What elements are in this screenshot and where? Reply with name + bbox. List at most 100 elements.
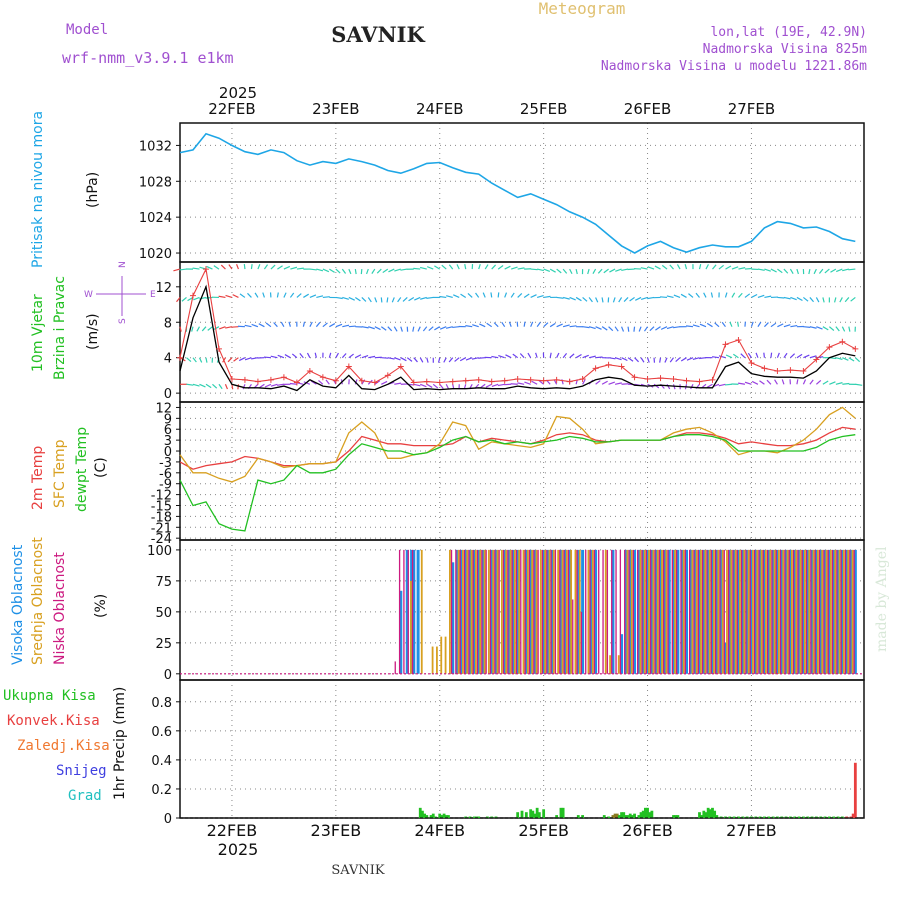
low-cloud-bar	[455, 549, 457, 674]
gust-marker	[566, 378, 573, 385]
wind-barb	[848, 326, 851, 332]
wind-barb	[485, 383, 492, 388]
wind-barb	[270, 264, 276, 270]
wind-barb	[680, 357, 687, 362]
wind-barb	[729, 321, 733, 327]
precip-bar	[490, 816, 494, 818]
precip-bar	[724, 816, 727, 818]
wind-barb	[781, 379, 785, 385]
wind-barb	[595, 356, 603, 359]
wind-barb	[712, 264, 717, 270]
low-cloud-bar	[576, 549, 578, 674]
wind-barb	[467, 293, 473, 298]
high-cloud-bar	[810, 549, 814, 674]
wind-barb	[299, 353, 304, 359]
mid-cloud-bar	[552, 549, 555, 674]
wind-barb	[588, 326, 596, 330]
mid-cloud-bar	[466, 549, 469, 674]
mid-cloud-bar	[769, 549, 772, 674]
gust-marker	[488, 378, 495, 385]
gust-marker	[800, 367, 807, 374]
wind-barb	[380, 297, 383, 303]
high-cloud-bar	[702, 549, 706, 674]
wind-barb	[669, 357, 675, 363]
wind-barb	[504, 265, 511, 270]
wind-barb	[394, 268, 401, 272]
mid-cloud-bar	[700, 549, 702, 674]
low-cloud-bar	[797, 549, 799, 674]
wind-barb	[796, 296, 803, 302]
wind-barb	[220, 264, 226, 270]
low-cloud-bar	[853, 549, 855, 674]
wind-barb	[406, 357, 413, 362]
wind-barb	[441, 264, 447, 270]
wind-barb	[640, 296, 648, 301]
mid-cloud-bar	[539, 549, 542, 674]
wind-barb	[601, 297, 604, 303]
wind-barb	[751, 380, 759, 385]
wind-barb	[419, 357, 424, 363]
wind-barb	[432, 383, 439, 389]
wind-barb	[816, 326, 823, 330]
precip-bar	[754, 816, 758, 818]
wind-barb	[643, 326, 649, 332]
wind-barb	[766, 379, 772, 385]
wind-barb	[844, 297, 850, 303]
wind-barb	[478, 357, 486, 359]
cloud-unit: (%)	[93, 594, 109, 618]
low-cloud-bar	[641, 549, 643, 674]
wind-barb	[808, 268, 811, 275]
wind-barb	[388, 268, 395, 273]
wind-barb	[486, 322, 493, 328]
mid-cloud-bar	[752, 549, 754, 674]
wind-barb	[718, 383, 726, 387]
mid-cloud-bar	[496, 549, 499, 674]
mid-cloud-bar	[812, 549, 815, 674]
wind-barb	[517, 267, 525, 270]
wind-barb	[354, 296, 361, 302]
wind-barb	[737, 321, 740, 327]
wind-barb	[660, 326, 668, 330]
precip-bar	[626, 815, 630, 818]
compass-w: W	[84, 290, 93, 300]
wind-barb	[192, 267, 200, 270]
gust-marker	[579, 375, 586, 382]
gust-marker	[605, 361, 612, 368]
wind-barb	[608, 326, 614, 332]
wind-barb	[543, 268, 551, 272]
wind-barb	[348, 325, 356, 328]
high-cloud-bar	[563, 549, 567, 674]
wind-barb	[276, 292, 279, 298]
high-cloud-bar	[793, 549, 797, 674]
mid-cloud-bar	[829, 549, 832, 674]
wind-y-tick-label: 12	[155, 281, 172, 296]
wind-barb	[314, 352, 317, 358]
wind-barb	[236, 264, 240, 270]
high-cloud-bar	[728, 549, 732, 674]
mid-cloud-bar	[661, 549, 663, 674]
pressure-unit: (hPa)	[85, 172, 101, 208]
wind-barb	[439, 295, 447, 299]
wind-barb	[400, 326, 403, 332]
low-cloud-bar	[593, 549, 596, 674]
mid-cloud-bar	[708, 549, 711, 674]
precip-bar	[840, 816, 844, 818]
wind-barb	[386, 297, 389, 303]
high-cloud-bar	[762, 549, 766, 674]
wind-barb	[621, 268, 629, 272]
low-cloud-bar	[840, 549, 842, 674]
wind-barb	[497, 292, 500, 298]
precip-bar	[719, 816, 723, 818]
mid-cloud-bar	[449, 549, 451, 674]
high-cloud-bar	[697, 549, 701, 674]
wind-barb	[635, 296, 642, 301]
mid-cloud-bar	[834, 549, 837, 674]
wind-side-label-2: Brzina i Pravac	[52, 276, 68, 380]
mid-cloud-bar	[479, 549, 482, 674]
low-cloud-bar	[740, 549, 743, 674]
mid-cloud-bar	[436, 646, 438, 674]
wind-barb	[725, 354, 733, 359]
precip-bar	[832, 816, 836, 818]
wind-barb	[504, 292, 508, 298]
gust-marker	[332, 377, 339, 384]
